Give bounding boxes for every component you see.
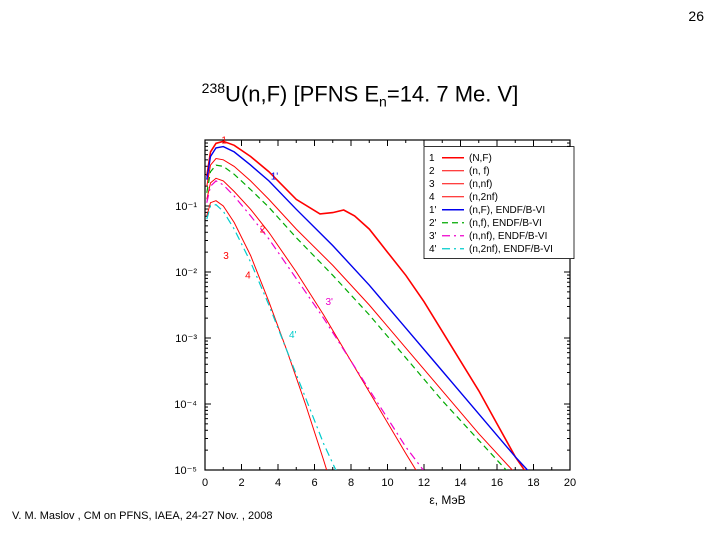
svg-text:3': 3' bbox=[325, 297, 333, 308]
svg-text:2: 2 bbox=[429, 166, 435, 177]
svg-text:1: 1 bbox=[429, 153, 435, 164]
svg-text:1': 1' bbox=[271, 172, 279, 183]
svg-text:1': 1' bbox=[429, 205, 437, 216]
title-sub: n bbox=[379, 94, 387, 110]
title-tail: =14. 7 Me. V] bbox=[387, 81, 518, 106]
svg-text:4': 4' bbox=[429, 244, 437, 255]
svg-text:(n,nf): (n,nf) bbox=[469, 179, 492, 190]
svg-text:18: 18 bbox=[527, 477, 539, 489]
svg-text:3': 3' bbox=[429, 231, 437, 242]
svg-text:4: 4 bbox=[429, 192, 435, 203]
chart-svg: 0246810121416182010⁻⁵10⁻⁴10⁻³10⁻²10⁻¹ε, … bbox=[150, 130, 580, 510]
svg-text:12: 12 bbox=[418, 477, 430, 489]
svg-text:1: 1 bbox=[221, 135, 227, 146]
svg-text:20: 20 bbox=[564, 477, 576, 489]
svg-text:10⁻⁵: 10⁻⁵ bbox=[174, 465, 197, 477]
svg-text:2: 2 bbox=[238, 477, 244, 489]
chart-title: 238U(n,F) [PFNS En=14. 7 Me. V] bbox=[0, 80, 720, 110]
svg-text:3: 3 bbox=[429, 179, 435, 190]
svg-text:14: 14 bbox=[454, 477, 466, 489]
svg-text:10⁻²: 10⁻² bbox=[175, 267, 197, 279]
svg-text:(n,2nf), ENDF/B-VI: (n,2nf), ENDF/B-VI bbox=[469, 244, 553, 255]
svg-text:10: 10 bbox=[381, 477, 393, 489]
svg-text:(n,nf), ENDF/B-VI: (n,nf), ENDF/B-VI bbox=[469, 231, 547, 242]
chart: 0246810121416182010⁻⁵10⁻⁴10⁻³10⁻²10⁻¹ε, … bbox=[150, 130, 580, 510]
svg-text:16: 16 bbox=[491, 477, 503, 489]
footer-text: V. M. Maslov , CM on PFNS, IAEA, 24-27 N… bbox=[12, 510, 272, 522]
svg-text:4': 4' bbox=[289, 330, 297, 341]
svg-text:(N,F): (N,F) bbox=[469, 153, 492, 164]
svg-text:2': 2' bbox=[429, 218, 437, 229]
page-number: 26 bbox=[688, 8, 704, 24]
svg-text:(n, f): (n, f) bbox=[469, 166, 490, 177]
title-mass: 238 bbox=[202, 80, 225, 96]
svg-text:10⁻⁴: 10⁻⁴ bbox=[174, 399, 197, 411]
svg-text:(n,f), ENDF/B-VI: (n,f), ENDF/B-VI bbox=[469, 218, 542, 229]
svg-text:0: 0 bbox=[202, 477, 208, 489]
svg-text:10⁻³: 10⁻³ bbox=[175, 333, 197, 345]
svg-text:4: 4 bbox=[275, 477, 281, 489]
svg-text:10⁻¹: 10⁻¹ bbox=[175, 201, 197, 213]
svg-text:3: 3 bbox=[223, 251, 229, 262]
svg-text:(n,F), ENDF/B-VI: (n,F), ENDF/B-VI bbox=[469, 205, 545, 216]
svg-text:4: 4 bbox=[245, 271, 251, 282]
title-main: U(n,F) [PFNS E bbox=[225, 81, 379, 106]
svg-text:(n,2nf): (n,2nf) bbox=[469, 192, 498, 203]
svg-text:6: 6 bbox=[311, 477, 317, 489]
svg-text:2: 2 bbox=[260, 224, 266, 235]
svg-text:ε, МэВ: ε, МэВ bbox=[429, 493, 465, 507]
svg-text:8: 8 bbox=[348, 477, 354, 489]
